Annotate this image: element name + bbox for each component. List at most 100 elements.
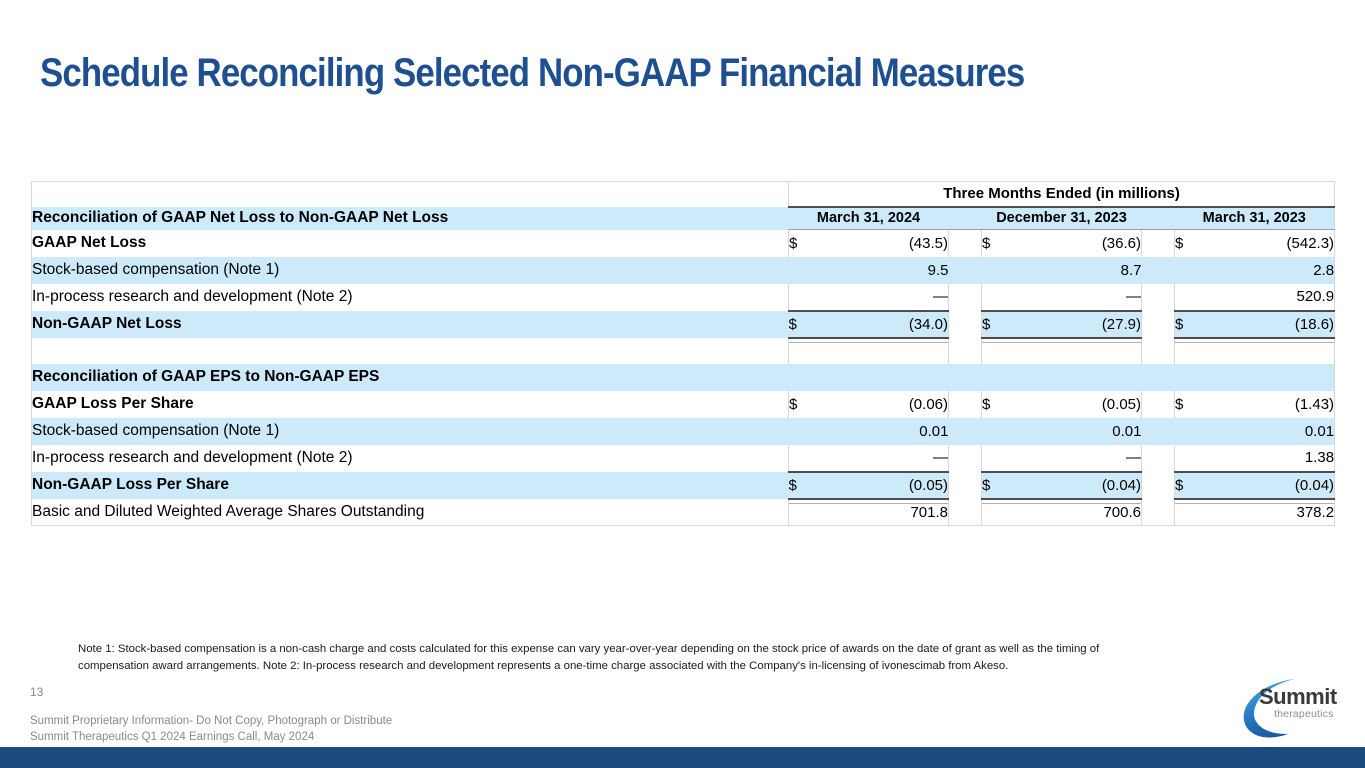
value-cell [1007, 337, 1142, 364]
gutter-cell [948, 337, 982, 364]
gutter-cell [1141, 206, 1175, 230]
gutter-cell [1141, 229, 1175, 257]
dollar-cell [788, 256, 815, 284]
gutter-cell [948, 310, 982, 338]
value-cell [1200, 363, 1335, 391]
dollar-cell [788, 417, 815, 445]
gutter-cell [948, 206, 982, 230]
dollar-cell [981, 417, 1008, 445]
gutter-cell [948, 283, 982, 311]
gutter-cell [1141, 417, 1175, 445]
row-label-cell: GAAP Loss Per Share [32, 395, 194, 412]
row-eps-section-header: Reconciliation of GAAP EPS to Non-GAAP E… [31, 363, 1335, 391]
period-header-row: Three Months Ended (in millions) [32, 181, 1335, 208]
value-cell: 701.8 [814, 498, 949, 526]
dollar-cell [981, 256, 1008, 284]
row-iprd-eps: In-process research and development (Not… [32, 444, 1335, 473]
row-label-cell: In-process research and development (Not… [32, 288, 353, 305]
row-label-cell: Basic and Diluted Weighted Average Share… [32, 502, 425, 520]
dollar-cell [788, 498, 815, 526]
column-header-cell: March 31, 2023 [1174, 206, 1335, 230]
value-cell [1007, 363, 1142, 391]
row-label-cell: Reconciliation of GAAP EPS to Non-GAAP E… [31, 363, 789, 391]
page-title: Schedule Reconciling Selected Non-GAAP F… [40, 51, 1025, 95]
value-cell: (0.05) [814, 471, 949, 500]
value-cell: 700.6 [1007, 498, 1142, 526]
dollar-cell [981, 337, 1008, 364]
gutter-cell [948, 471, 982, 499]
column-header-row: Reconciliation of GAAP Net Loss to Non-G… [31, 206, 1335, 230]
value-cell: (0.05) [1101, 395, 1141, 413]
dollar-cell [1174, 283, 1201, 312]
gutter-cell [948, 256, 982, 284]
dollar-cell [1174, 417, 1201, 445]
dollar-cell [1174, 498, 1201, 526]
row-stock-based-comp-netloss: Stock-based compensation (Note 1) 9.5 8.7 2… [31, 256, 1335, 284]
value-cell [814, 337, 949, 364]
dollar-cell: $ [788, 229, 815, 257]
value-cell: (0.04) [1200, 471, 1335, 500]
dollar-cell [788, 363, 815, 391]
value-cell: 520.9 [1200, 283, 1335, 312]
column-header-cell: March 31, 2024 [788, 206, 949, 230]
value-cell [1200, 337, 1335, 364]
dollar-cell [788, 283, 815, 312]
gutter-cell [1141, 363, 1175, 391]
dollar-cell [981, 283, 1008, 312]
gutter-cell [1141, 498, 1175, 526]
period-header-cell: Three Months Ended (in millions) [787, 181, 1335, 208]
section-header-cell: Reconciliation of GAAP Net Loss to Non-G… [31, 206, 789, 230]
row-iprd-netloss: In-process research and development (Not… [32, 283, 1335, 312]
value-cell: (36.6) [1101, 234, 1141, 252]
footer-proprietary: Summit Proprietary Information- Do Not C… [30, 715, 393, 727]
value-cell: — [814, 283, 949, 312]
value-cell: (0.04) [1007, 471, 1142, 500]
dollar-cell [1174, 363, 1201, 391]
row-stock-based-comp-eps: Stock-based compensation (Note 1) 0.01 0.0… [31, 417, 1335, 445]
dollar-cell [788, 444, 815, 473]
dollar-cell: $ [981, 229, 1008, 257]
note-text: Note 1: Stock-based compensation is a no… [78, 643, 1100, 673]
dollar-cell [981, 498, 1008, 526]
dollar-cell: $ [981, 310, 1008, 339]
row-label-cell: Non-GAAP Net Loss [31, 310, 789, 338]
value-cell: — [1007, 283, 1142, 312]
gutter-cell [1141, 283, 1175, 311]
dollar-cell [1174, 337, 1201, 364]
value-cell: (18.6) [1200, 310, 1335, 339]
row-gaap-loss-per-share: GAAP Loss Per Share $ (0.06) $ (0.05) $ (1.43) [32, 390, 1335, 418]
row-label-cell: Non-GAAP Loss Per Share [31, 471, 789, 499]
value-cell: 9.5 [814, 256, 949, 284]
row-weighted-avg-shares: Basic and Diluted Weighted Average Share… [32, 498, 1335, 526]
row-label-cell: Stock-based compensation (Note 1) [31, 256, 789, 284]
row-label-cell: Stock-based compensation (Note 1) [31, 417, 789, 445]
value-cell: — [1007, 444, 1142, 473]
dollar-cell: $ [788, 310, 815, 339]
value-cell: 0.01 [1200, 417, 1335, 445]
column-header-cell: December 31, 2023 [981, 206, 1142, 230]
value-cell: (542.3) [1286, 234, 1335, 252]
dollar-cell: $ [788, 471, 815, 500]
dollar-cell [1174, 444, 1201, 473]
value-cell: 0.01 [1007, 417, 1142, 445]
gutter-cell [1141, 390, 1175, 418]
row-non-gaap-net-loss: Non-GAAP Net Loss $ (34.0) $ (27.9) $ (18.6) [31, 310, 1335, 339]
gutter-cell [948, 229, 982, 257]
value-cell: 8.7 [1007, 256, 1142, 284]
logo-wordmark: Summit [1259, 684, 1337, 709]
value-cell: (0.06) [908, 395, 948, 413]
dollar-cell: $ [981, 390, 1008, 418]
gutter-cell [948, 498, 982, 526]
dollar-cell: $ [1174, 310, 1201, 339]
gutter-cell [1141, 310, 1175, 338]
row-gaap-net-loss: GAAP Net Loss $ (43.5) $ (36.6) $ (542.3) [32, 229, 1335, 257]
value-cell: 0.01 [814, 417, 949, 445]
gutter-cell [948, 444, 982, 472]
value-cell [814, 363, 949, 391]
gutter-cell [1141, 444, 1175, 472]
gutter-cell [948, 363, 982, 391]
value-cell: (1.43) [1294, 395, 1335, 413]
row-label-cell: In-process research and development (Not… [32, 449, 353, 466]
dollar-cell: $ [1174, 229, 1201, 257]
value-cell: (34.0) [814, 310, 949, 339]
